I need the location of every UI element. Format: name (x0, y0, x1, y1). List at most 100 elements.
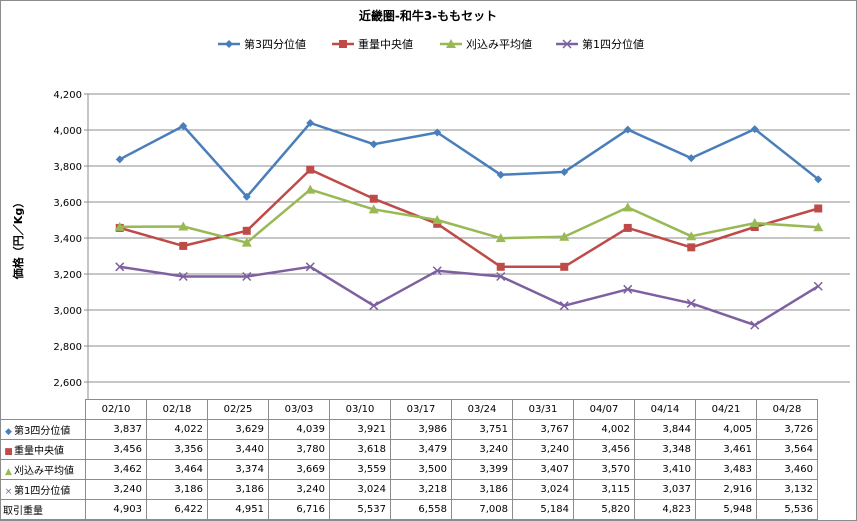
data-label: 3,440 (207, 439, 269, 460)
data-label: 3,410 (634, 459, 696, 480)
data-point (623, 284, 633, 294)
data-point (496, 262, 505, 271)
data-point (749, 218, 760, 228)
data-point (115, 155, 124, 164)
data-point (686, 298, 696, 308)
chart-title: 近畿圏-和牛3-ももセット (359, 8, 497, 23)
data-label: 3,844 (634, 419, 696, 440)
y-tick-label: 3,800 (53, 162, 82, 173)
data-point (306, 165, 315, 174)
data-label: 3,464 (146, 459, 208, 480)
data-point (750, 320, 760, 330)
data-label: 3,348 (634, 439, 696, 460)
data-label: 3,218 (390, 479, 452, 500)
table-row-header: ◆ 第3四分位値 (0, 419, 86, 440)
data-point (369, 301, 379, 311)
data-label: 3,986 (390, 419, 452, 440)
data-label: 6,422 (146, 499, 208, 520)
data-label: 3,629 (207, 419, 269, 440)
series-name: 第3四分位値 (14, 426, 71, 437)
data-point (242, 271, 252, 282)
table-header-row: 02/10 02/18 02/25 03/03 03/10 03/17 03/24 03/31… (0, 399, 818, 420)
y-tick-label: 4,000 (53, 126, 82, 137)
data-point (114, 221, 125, 231)
table-row-header: ▲ 刈込み平均値 (0, 459, 86, 480)
y-tick-label: 2,600 (53, 378, 82, 389)
data-point (179, 241, 188, 250)
legend-label: 重量中央値 (358, 37, 413, 51)
data-point (560, 167, 569, 176)
data-label: 3,399 (451, 459, 513, 480)
series-line (119, 265, 819, 327)
data-point (496, 170, 505, 179)
data-label: 4,823 (634, 499, 696, 520)
data-label: 3,132 (756, 479, 818, 500)
legend-item: 重量中央値 (332, 37, 413, 51)
data-point (178, 221, 189, 231)
data-label: 5,537 (329, 499, 391, 520)
data-label: 3,374 (207, 459, 269, 480)
data-label: 3,407 (512, 459, 574, 480)
table-corner (0, 399, 86, 420)
series-line (119, 121, 820, 199)
legend-label: 刈込み平均値 (466, 38, 532, 51)
data-label: 3,240 (85, 479, 147, 500)
series-line (119, 168, 819, 269)
data-point (369, 140, 378, 149)
data-point (495, 233, 506, 243)
data-label: 5,820 (573, 499, 635, 520)
x-tick-label: 04/14 (634, 399, 696, 420)
data-point (433, 128, 442, 137)
data-point (814, 204, 823, 213)
legend-marker (225, 40, 233, 48)
data-point (687, 154, 696, 163)
data-label: 3,921 (329, 419, 391, 440)
data-point (559, 301, 569, 311)
series-line (119, 188, 819, 244)
legend-key-icon: ■ (4, 447, 13, 457)
legend-marker (339, 40, 347, 48)
y-tick-label: 3,200 (53, 270, 82, 281)
data-label: 3,024 (329, 479, 391, 500)
series-name: 重量中央値 (14, 446, 64, 457)
data-label: 6,558 (390, 499, 452, 520)
y-tick-label: 2,800 (53, 342, 82, 353)
data-point (560, 262, 569, 271)
x-tick-label: 04/28 (756, 399, 818, 420)
data-label: 2,916 (695, 479, 757, 500)
data-point (687, 243, 696, 252)
data-point (369, 194, 378, 203)
data-point (305, 262, 315, 272)
legend-marker (446, 39, 456, 48)
table-row: 取引重量 4,903 6,422 4,951 6,716 5,537 6,558 7,008 5… (0, 499, 818, 520)
data-point (179, 122, 188, 131)
data-point (686, 231, 697, 241)
data-label: 3,240 (268, 479, 330, 500)
data-point (432, 215, 443, 224)
data-label: 4,039 (268, 419, 330, 440)
table-row: ◆ 第3四分位値 3,837 4,022 3,629 4,039 3,921 3,986 3,7… (0, 419, 818, 440)
data-point (241, 237, 252, 247)
x-tick-label: 04/21 (695, 399, 757, 420)
data-label: 3,460 (756, 459, 818, 480)
data-point (813, 281, 823, 291)
data-label: 3,024 (512, 479, 574, 500)
legend-item: 第1四分位値 (556, 37, 644, 51)
legend-item: 刈込み平均値 (440, 38, 532, 51)
data-point (306, 118, 315, 127)
data-label: 3,570 (573, 459, 635, 480)
data-label: 7,008 (451, 499, 513, 520)
x-tick-label: 04/07 (573, 399, 635, 420)
data-point (814, 175, 823, 184)
data-label: 3,780 (268, 439, 330, 460)
data-label: 3,837 (85, 419, 147, 440)
data-table: 02/10 02/18 02/25 03/03 03/10 03/17 03/24 03/31… (0, 399, 818, 520)
data-label: 3,240 (451, 439, 513, 460)
x-tick-label: 03/24 (451, 399, 513, 420)
data-point (242, 226, 251, 235)
x-tick-label: 03/31 (512, 399, 574, 420)
data-point (750, 125, 759, 134)
data-label: 5,184 (512, 499, 574, 520)
x-tick-label: 03/17 (390, 399, 452, 420)
